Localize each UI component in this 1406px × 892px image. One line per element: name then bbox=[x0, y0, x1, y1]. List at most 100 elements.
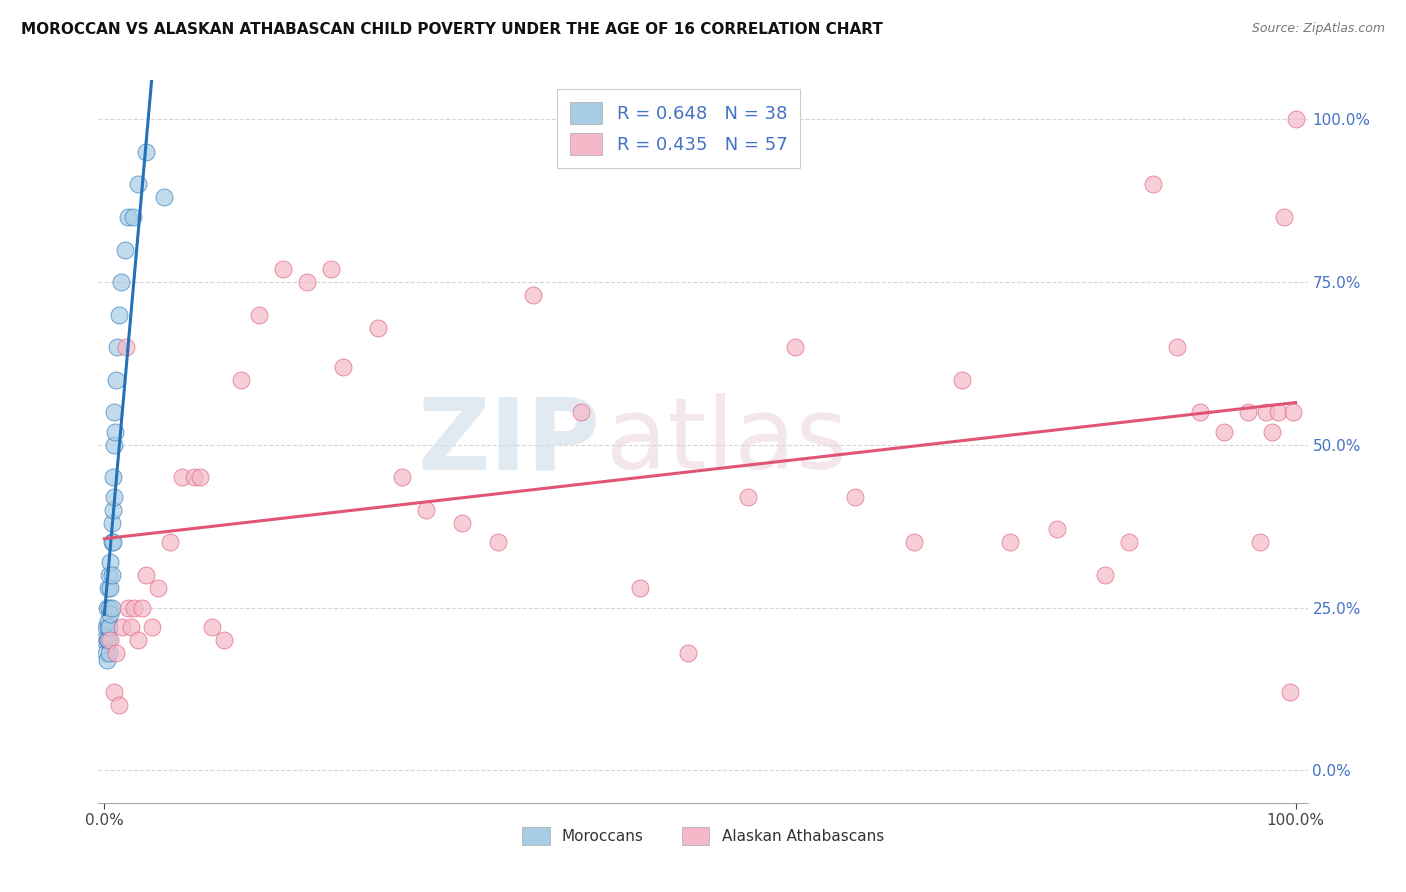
Point bbox=[415, 503, 437, 517]
Point bbox=[127, 633, 149, 648]
Point bbox=[1118, 535, 1140, 549]
Point bbox=[1282, 405, 1305, 419]
Point bbox=[522, 288, 544, 302]
Point bbox=[131, 600, 153, 615]
Point bbox=[486, 535, 509, 549]
Point bbox=[104, 425, 127, 439]
Point bbox=[107, 698, 129, 713]
Point bbox=[1189, 405, 1212, 419]
Point bbox=[295, 275, 318, 289]
Point bbox=[101, 503, 124, 517]
Point bbox=[103, 438, 125, 452]
Point bbox=[844, 490, 866, 504]
Point bbox=[1166, 340, 1188, 354]
Point bbox=[1046, 523, 1069, 537]
Point bbox=[998, 535, 1021, 549]
Point bbox=[1254, 405, 1277, 419]
Point bbox=[98, 600, 121, 615]
Point bbox=[97, 614, 120, 628]
Point bbox=[100, 516, 122, 530]
Point bbox=[1278, 685, 1301, 699]
Point bbox=[103, 490, 125, 504]
Point bbox=[114, 340, 136, 354]
Point bbox=[101, 470, 124, 484]
Point bbox=[101, 535, 124, 549]
Point bbox=[1094, 568, 1116, 582]
Point bbox=[630, 581, 652, 595]
Text: Source: ZipAtlas.com: Source: ZipAtlas.com bbox=[1251, 22, 1385, 36]
Point bbox=[100, 600, 122, 615]
Point bbox=[319, 262, 342, 277]
Point bbox=[98, 607, 121, 621]
Point bbox=[231, 373, 253, 387]
Point bbox=[97, 581, 120, 595]
Point bbox=[105, 646, 128, 660]
Point bbox=[122, 210, 145, 224]
Text: MOROCCAN VS ALASKAN ATHABASCAN CHILD POVERTY UNDER THE AGE OF 16 CORRELATION CHA: MOROCCAN VS ALASKAN ATHABASCAN CHILD POV… bbox=[21, 22, 883, 37]
Point bbox=[1272, 210, 1295, 224]
Point bbox=[146, 581, 169, 595]
Point bbox=[271, 262, 294, 277]
Point bbox=[188, 470, 211, 484]
Point bbox=[1249, 535, 1271, 549]
Point bbox=[97, 633, 120, 648]
Point bbox=[117, 600, 139, 615]
Point bbox=[96, 652, 118, 666]
Text: ZIP: ZIP bbox=[418, 393, 600, 490]
Point bbox=[170, 470, 193, 484]
Point bbox=[1142, 178, 1164, 192]
Point bbox=[98, 568, 121, 582]
Point bbox=[120, 620, 142, 634]
Text: atlas: atlas bbox=[606, 393, 848, 490]
Point bbox=[332, 359, 354, 374]
Point bbox=[111, 620, 134, 634]
Point bbox=[98, 555, 121, 569]
Point bbox=[1267, 405, 1289, 419]
Point bbox=[141, 620, 163, 634]
Point bbox=[676, 646, 699, 660]
Point bbox=[122, 600, 145, 615]
Point bbox=[183, 470, 205, 484]
Point bbox=[950, 373, 973, 387]
Point bbox=[100, 568, 122, 582]
Point bbox=[1213, 425, 1236, 439]
Point bbox=[103, 685, 125, 699]
Point bbox=[450, 516, 472, 530]
Point bbox=[247, 308, 270, 322]
Point bbox=[1261, 425, 1284, 439]
Point bbox=[103, 405, 125, 419]
Point bbox=[785, 340, 807, 354]
Point bbox=[117, 210, 139, 224]
Point bbox=[98, 581, 121, 595]
Point bbox=[135, 145, 157, 159]
Point bbox=[110, 275, 132, 289]
Point bbox=[903, 535, 925, 549]
Point bbox=[1237, 405, 1260, 419]
Point bbox=[114, 243, 136, 257]
Point bbox=[367, 320, 389, 334]
Point bbox=[93, 633, 115, 648]
Point bbox=[391, 470, 413, 484]
Point bbox=[96, 633, 118, 648]
Point bbox=[127, 178, 149, 192]
Point bbox=[98, 633, 121, 648]
Point bbox=[94, 620, 117, 634]
Point bbox=[107, 340, 129, 354]
Point bbox=[1285, 112, 1308, 127]
Point bbox=[569, 405, 592, 419]
Point bbox=[100, 535, 122, 549]
Legend: Moroccans, Alaskan Athabascans: Moroccans, Alaskan Athabascans bbox=[515, 819, 891, 853]
Point bbox=[200, 620, 222, 634]
Point bbox=[97, 620, 120, 634]
Point bbox=[212, 633, 235, 648]
Point bbox=[98, 620, 121, 634]
Point bbox=[737, 490, 759, 504]
Point bbox=[98, 646, 121, 660]
Point bbox=[153, 190, 176, 204]
Point bbox=[107, 308, 129, 322]
Point bbox=[96, 600, 118, 615]
Point bbox=[105, 373, 128, 387]
Point bbox=[135, 568, 157, 582]
Point bbox=[159, 535, 181, 549]
Point bbox=[94, 646, 117, 660]
